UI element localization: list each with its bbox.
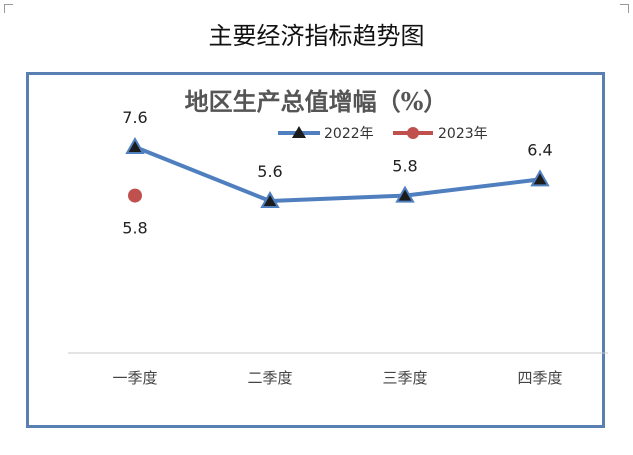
series-line-2022 [134, 145, 541, 203]
legend: 2022年 2023年 [278, 126, 488, 142]
x-tick-label: 一季度 [112, 369, 157, 387]
x-tick-label: 四季度 [517, 369, 562, 387]
legend-marker-2022 [292, 126, 306, 138]
data-label-2022: 5.8 [392, 157, 417, 176]
legend-label-2023: 2023年 [438, 126, 488, 142]
data-label-2023: 5.8 [122, 219, 147, 238]
category-labels: 一季度 二季度 三季度 四季度 [112, 369, 562, 387]
x-tick-label: 二季度 [247, 369, 292, 387]
series-2022-point [530, 169, 550, 187]
legend-label-2022: 2022年 [324, 126, 374, 142]
series-2022-point [125, 136, 145, 154]
data-label-2022: 7.6 [122, 108, 147, 127]
legend-marker-2023 [407, 127, 419, 139]
x-tick-label: 三季度 [382, 369, 427, 387]
corner-mark-right [620, 4, 629, 13]
chart-title: 地区生产总值增幅（%） [185, 87, 448, 116]
corner-mark-left [4, 4, 13, 13]
series-layer: 7.6 5.6 5.8 6.4 5.8 [122, 108, 552, 238]
data-label-2022: 6.4 [527, 140, 552, 159]
series-2023-point [128, 188, 142, 203]
series-2022-point [395, 185, 415, 203]
data-label-2022: 5.6 [257, 162, 282, 181]
series-2022-point [260, 190, 280, 208]
page-title: 主要经济指标趋势图 [208, 22, 425, 50]
